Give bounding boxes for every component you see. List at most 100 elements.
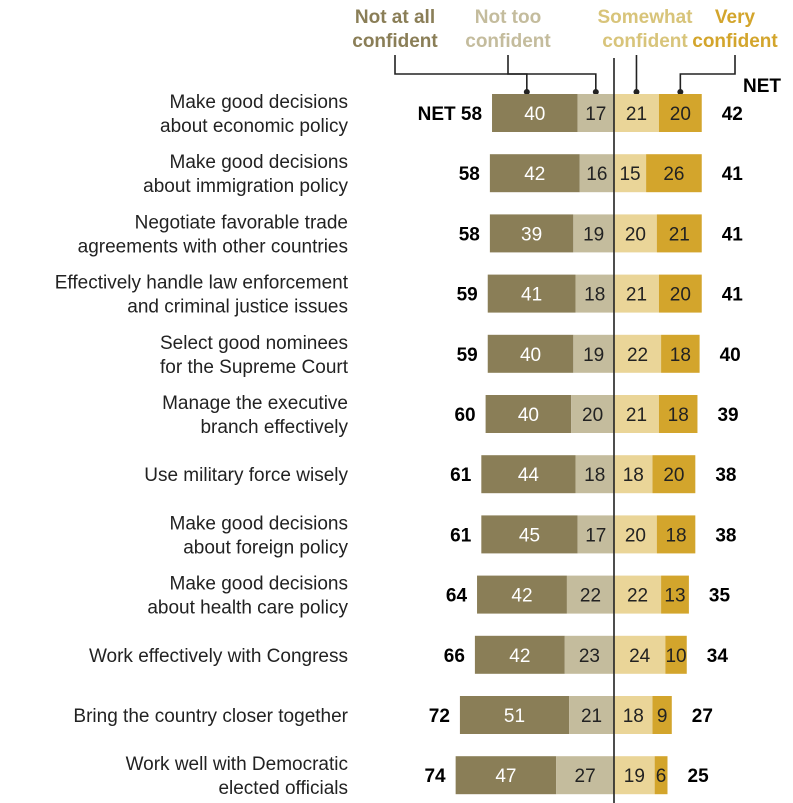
legend-label: confident bbox=[465, 31, 551, 52]
segment-value-label: 21 bbox=[626, 285, 647, 306]
legend-label: Very bbox=[715, 7, 756, 28]
bar-segment bbox=[566, 575, 614, 614]
segment-value-label: 21 bbox=[669, 224, 690, 245]
bar-segment bbox=[569, 696, 614, 734]
segment-value-label: 9 bbox=[657, 706, 668, 727]
category-label: Make good decisions bbox=[170, 513, 349, 534]
net-positive-label: 39 bbox=[717, 405, 738, 426]
bar-segment bbox=[489, 214, 574, 253]
segment-value-label: 16 bbox=[586, 164, 607, 185]
category-label: about foreign policy bbox=[183, 537, 348, 558]
segment-value-label: 19 bbox=[624, 766, 645, 787]
bar-segment bbox=[571, 395, 614, 433]
legend-label: confident bbox=[602, 31, 688, 52]
segment-value-label: 13 bbox=[664, 586, 685, 607]
segment-value-label: 20 bbox=[670, 285, 691, 306]
net-positive-label: 41 bbox=[722, 224, 744, 245]
segment-value-label: 6 bbox=[656, 766, 667, 787]
segment-value-label: 22 bbox=[627, 586, 648, 607]
bar-segment bbox=[564, 635, 614, 674]
net-negative-label: 66 bbox=[444, 646, 465, 667]
segment-value-label: 42 bbox=[511, 586, 532, 607]
bar-segment bbox=[614, 94, 659, 132]
net-negative-label: 58 bbox=[459, 164, 480, 185]
legend-connector-dot bbox=[677, 89, 684, 95]
category-label: Work effectively with Congress bbox=[89, 646, 348, 667]
bar-segment bbox=[455, 756, 557, 795]
bar-segment bbox=[661, 334, 700, 373]
bar-segment bbox=[656, 214, 702, 253]
bar-segment bbox=[614, 334, 662, 373]
segment-value-label: 44 bbox=[518, 465, 540, 486]
segment-value-label: 41 bbox=[521, 285, 542, 306]
legend-label: Not at all bbox=[355, 7, 435, 28]
bar-segment bbox=[573, 334, 614, 373]
segment-value-label: 17 bbox=[585, 104, 606, 125]
net-negative-label: NET 58 bbox=[418, 104, 482, 125]
segment-value-label: 21 bbox=[581, 706, 602, 727]
category-label: for the Supreme Court bbox=[160, 357, 349, 378]
category-label: Make good decisions bbox=[170, 92, 349, 113]
segment-value-label: 45 bbox=[519, 525, 540, 546]
bar-segment bbox=[658, 395, 698, 433]
segment-value-label: 21 bbox=[626, 104, 647, 125]
bar-segment bbox=[614, 214, 657, 253]
legend-connector-line bbox=[507, 55, 597, 92]
segment-value-label: 18 bbox=[665, 525, 686, 546]
bar-segment bbox=[658, 94, 702, 132]
segment-value-label: 27 bbox=[575, 766, 596, 787]
bar-segment bbox=[614, 515, 657, 554]
category-label: Make good decisions bbox=[170, 152, 349, 173]
net-negative-label: 74 bbox=[424, 766, 446, 787]
bar-segment bbox=[654, 756, 668, 795]
segment-value-label: 23 bbox=[579, 646, 600, 667]
legend-label: confident bbox=[352, 31, 438, 52]
category-label: about economic policy bbox=[160, 116, 348, 137]
bar-segment bbox=[579, 154, 614, 193]
net-positive-label: 34 bbox=[707, 646, 729, 667]
legend-connector-dot bbox=[523, 89, 530, 95]
bar-segment bbox=[487, 334, 574, 373]
segment-value-label: 22 bbox=[627, 345, 648, 366]
segment-value-label: 40 bbox=[520, 345, 541, 366]
segment-value-label: 18 bbox=[584, 285, 605, 306]
bar-segment bbox=[614, 395, 659, 433]
bar-segment bbox=[614, 455, 653, 494]
net-positive-label: 38 bbox=[715, 465, 736, 486]
category-label: Manage the executive bbox=[162, 393, 348, 414]
bar-segment bbox=[577, 94, 614, 132]
net-positive-label: 42 bbox=[722, 104, 743, 125]
segment-value-label: 42 bbox=[509, 646, 530, 667]
legend-label: confident bbox=[692, 31, 778, 52]
net-negative-label: 72 bbox=[429, 706, 450, 727]
segment-value-label: 24 bbox=[629, 646, 651, 667]
category-label: about immigration policy bbox=[143, 176, 348, 197]
net-positive-label: 40 bbox=[720, 345, 741, 366]
net-negative-label: 58 bbox=[459, 224, 480, 245]
bar-segment bbox=[556, 756, 614, 795]
segment-value-label: 20 bbox=[625, 525, 646, 546]
category-label: branch effectively bbox=[200, 417, 348, 438]
bar-segment bbox=[614, 635, 666, 674]
segment-value-label: 18 bbox=[670, 345, 691, 366]
bar-segment bbox=[661, 575, 689, 614]
bar-segment bbox=[614, 756, 655, 795]
bar-segment bbox=[492, 94, 578, 132]
category-label: about health care policy bbox=[147, 598, 348, 619]
net-negative-label: 64 bbox=[446, 586, 468, 607]
category-label: and criminal justice issues bbox=[127, 297, 348, 318]
legend-label: Not too bbox=[475, 7, 541, 28]
bar-segment bbox=[477, 575, 567, 614]
bar-segment bbox=[652, 696, 672, 734]
segment-value-label: 15 bbox=[619, 164, 640, 185]
net-positive-label: 35 bbox=[709, 586, 731, 607]
segment-value-label: 10 bbox=[665, 646, 686, 667]
segment-value-label: 47 bbox=[495, 766, 516, 787]
net-positive-label: 41 bbox=[722, 164, 744, 185]
segment-value-label: 18 bbox=[584, 465, 605, 486]
bar-segment bbox=[481, 455, 576, 494]
legend-connector-line bbox=[679, 55, 736, 92]
segment-value-label: 20 bbox=[670, 104, 691, 125]
category-label: Effectively handle law enforcement bbox=[55, 273, 349, 294]
segment-value-label: 42 bbox=[524, 164, 545, 185]
